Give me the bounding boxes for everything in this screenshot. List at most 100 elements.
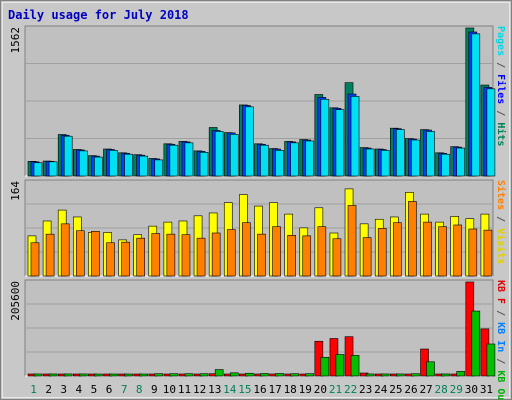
x-tick-label: 7	[121, 383, 128, 396]
bar-sites-day-28	[438, 226, 447, 277]
bar-kb-out-day-18	[290, 373, 299, 377]
bar-kb-out-day-28	[441, 373, 450, 377]
series-axis-label-part: /	[495, 56, 506, 74]
bar-pages-day-14	[229, 134, 239, 177]
bar-pages-day-12	[199, 152, 209, 177]
bar-sites-day-29	[453, 224, 463, 277]
bar-kb-out-day-20	[320, 356, 330, 377]
series-axis-label-part: /	[495, 104, 506, 122]
bar-pages-day-7	[124, 153, 133, 177]
x-tick-label: 22	[344, 383, 357, 396]
bar-kb-out-day-13	[214, 369, 224, 377]
series-axis-label-part: /	[495, 304, 506, 322]
bar-kb-out-day-15	[245, 372, 254, 377]
x-tick-label: 26	[404, 383, 417, 396]
bar-pages-day-16	[260, 144, 269, 177]
x-tick-label: 23	[359, 383, 372, 396]
bar-sites-day-5	[91, 230, 100, 277]
series-axis-label-part: Sites	[495, 180, 507, 210]
bar-sites-day-3	[60, 223, 70, 277]
bar-sites-day-14	[226, 229, 236, 277]
bar-pages-day-15	[245, 106, 254, 177]
x-tick-label: 31	[480, 383, 493, 396]
bar-sites-day-10	[166, 233, 176, 277]
bar-kb-out-day-12	[199, 373, 209, 377]
series-axis-label-part: /	[495, 352, 506, 370]
bar-kb-out-day-29	[456, 371, 466, 377]
bar-pages-day-28	[441, 153, 450, 177]
x-axis-day-labels: 1 2 3 4 5 6 7 8 9 10 11 12 13 14 15 16 17 18 19 20 21 22 23 24 2…	[30, 383, 493, 396]
bar-pages-day-18	[290, 142, 299, 177]
bar-kb-out-day-10	[169, 373, 179, 377]
bar-pages-day-21	[335, 109, 345, 177]
bar-kb-out-day-27	[426, 361, 435, 377]
panel-visits-sites: 164 Sites / Visits	[9, 179, 507, 277]
bar-kb-out-day-31	[486, 343, 496, 377]
bar-kb-out-day-4	[78, 373, 88, 377]
y-max-label: 205600	[9, 281, 22, 321]
panel-kb: 205600 KB F / KB In / KB Out	[9, 279, 506, 400]
bar-kb-out-day-1	[33, 373, 43, 377]
bar-sites-day-7	[121, 241, 130, 277]
bar-sites-day-12	[196, 237, 206, 277]
x-tick-label: 29	[450, 383, 463, 396]
bar-sites-day-6	[106, 242, 115, 277]
bar-kb-out-day-19	[305, 373, 315, 377]
x-tick-label: 16	[253, 383, 266, 396]
bar-pages-day-11	[184, 142, 194, 177]
bar-sites-day-26	[408, 201, 417, 277]
series-axis-label: Sites / Visits	[495, 180, 507, 264]
bar-pages-day-5	[94, 156, 103, 177]
bar-kb-out-day-11	[184, 373, 194, 377]
bar-pages-day-24	[380, 150, 390, 177]
series-axis-label-part: /	[495, 210, 506, 228]
x-tick-label: 21	[329, 383, 342, 396]
x-tick-label: 19	[299, 383, 312, 396]
bar-sites-day-24	[377, 228, 387, 277]
x-tick-label: 14	[223, 383, 237, 396]
bar-sites-day-13	[211, 232, 221, 277]
bar-pages-day-4	[78, 150, 88, 177]
y-max-label: 1562	[9, 27, 22, 54]
series-axis-label-part: Pages	[495, 26, 506, 56]
bar-sites-day-11	[181, 234, 191, 277]
y-max-label: 164	[9, 181, 22, 201]
bar-pages-day-2	[48, 161, 58, 177]
bar-kb-out-day-23	[365, 373, 375, 377]
bar-pages-day-25	[396, 129, 405, 177]
bar-kb-out-day-16	[260, 373, 269, 377]
bar-kb-out-day-8	[139, 373, 148, 377]
bar-pages-day-9	[154, 159, 164, 177]
bar-pages-day-6	[109, 150, 118, 177]
bar-kb-out-day-22	[350, 355, 360, 377]
x-tick-label: 2	[45, 383, 52, 396]
bar-sites-day-21	[332, 238, 342, 277]
x-tick-label: 12	[193, 383, 206, 396]
bar-sites-day-20	[317, 226, 327, 277]
bar-sites-day-8	[136, 237, 145, 277]
series-axis-label-part: Hits	[495, 122, 507, 146]
x-tick-label: 24	[374, 383, 388, 396]
panel-pages-files-hits: 1562 Pages / Files / Hits	[9, 25, 507, 177]
x-tick-label: 11	[178, 383, 191, 396]
series-axis-label-part: KB In	[495, 322, 506, 352]
bar-sites-day-18	[287, 235, 296, 277]
x-tick-label: 30	[465, 383, 478, 396]
bar-kb-out-day-7	[124, 373, 133, 377]
bar-pages-day-31	[486, 88, 496, 177]
bar-pages-day-17	[275, 150, 284, 177]
bar-pages-day-13	[214, 131, 224, 177]
bar-kb-out-day-3	[63, 373, 73, 377]
bar-sites-day-30	[468, 228, 478, 277]
bar-pages-day-8	[139, 155, 148, 177]
x-tick-label: 5	[91, 383, 98, 396]
bar-kb-out-day-9	[154, 373, 164, 377]
series-axis-label-part: Visits	[495, 228, 507, 264]
bar-kb-out-day-14	[229, 372, 239, 377]
x-tick-label: 3	[60, 383, 67, 396]
bar-pages-day-26	[411, 139, 420, 177]
bar-pages-day-27	[426, 131, 435, 177]
x-tick-label: 4	[76, 383, 83, 396]
bar-sites-day-25	[393, 222, 402, 277]
bar-kb-out-day-17	[275, 373, 284, 377]
